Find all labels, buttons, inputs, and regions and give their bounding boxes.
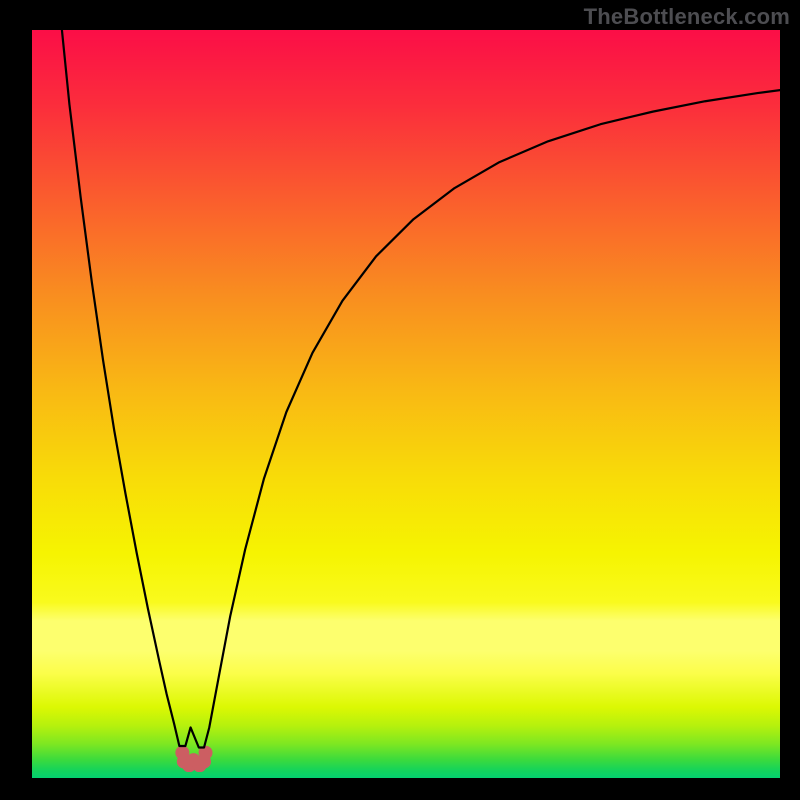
bottleneck-curve bbox=[62, 30, 780, 748]
chart-frame: { "watermark": { "text": "TheBottleneck.… bbox=[0, 0, 800, 800]
watermark-text: TheBottleneck.com bbox=[584, 4, 790, 30]
chart-overlay bbox=[32, 30, 780, 772]
trough-marker-group bbox=[175, 746, 212, 772]
plot-area bbox=[32, 30, 780, 772]
